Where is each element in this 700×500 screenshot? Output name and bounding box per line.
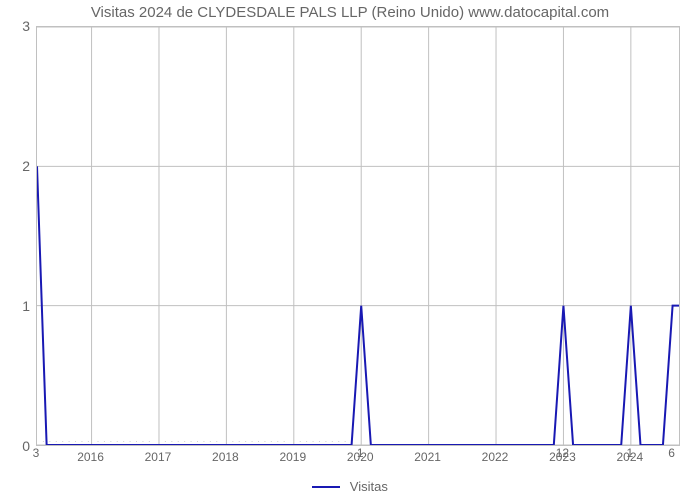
- y-tick-label: 0: [0, 438, 30, 454]
- y-tick-label: 1: [0, 298, 30, 314]
- plot-svg: [37, 27, 679, 445]
- legend-line-icon: [312, 486, 340, 488]
- x-year-label: 2019: [279, 450, 306, 464]
- x-year-label: 2021: [414, 450, 441, 464]
- x-value-label: 3: [33, 446, 40, 460]
- legend-label: Visitas: [350, 479, 388, 494]
- chart-container: Visitas 2024 de CLYDESDALE PALS LLP (Rei…: [0, 0, 700, 500]
- x-year-label: 2018: [212, 450, 239, 464]
- y-tick-label: 2: [0, 158, 30, 174]
- x-year-label: 2024: [616, 450, 643, 464]
- x-year-label: 2017: [145, 450, 172, 464]
- x-year-label: 2022: [482, 450, 509, 464]
- x-value-label: 6: [668, 446, 675, 460]
- y-tick-label: 3: [0, 18, 30, 34]
- x-year-label: 2016: [77, 450, 104, 464]
- chart-title: Visitas 2024 de CLYDESDALE PALS LLP (Rei…: [0, 4, 700, 21]
- plot-area: [36, 26, 680, 446]
- legend: Visitas: [0, 478, 700, 494]
- x-year-label: 2020: [347, 450, 374, 464]
- x-year-label: 2023: [549, 450, 576, 464]
